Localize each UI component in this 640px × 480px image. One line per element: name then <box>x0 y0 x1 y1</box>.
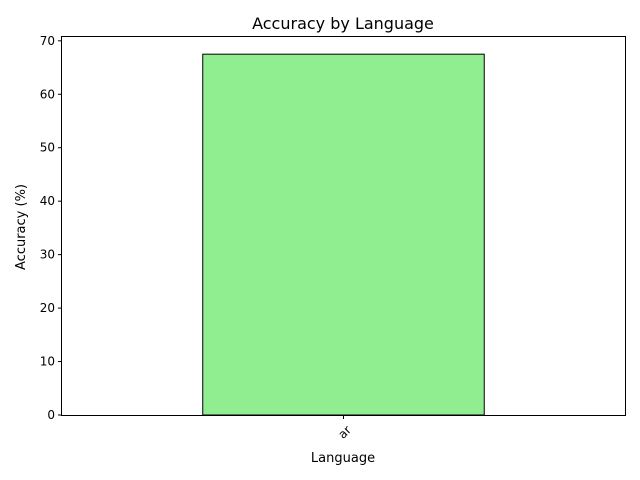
y-tick-label: 70 <box>40 34 55 48</box>
y-tick-label: 60 <box>40 87 55 101</box>
y-tick-label: 20 <box>40 301 55 315</box>
x-axis-label: Language <box>311 451 375 466</box>
y-tick-label: 0 <box>47 408 55 422</box>
plot-frame <box>61 36 626 416</box>
y-axis-ticks: 0 10 20 30 40 50 60 70 <box>40 34 62 422</box>
y-tick-label: 40 <box>40 194 55 208</box>
y-tick-label: 30 <box>40 248 55 262</box>
bars <box>202 53 485 416</box>
x-tick-label: ar <box>335 423 354 442</box>
y-tick-label: 50 <box>40 141 55 155</box>
bar-ar <box>202 53 485 416</box>
y-axis-label: Accuracy (%) <box>14 184 29 270</box>
y-tick-label: 10 <box>40 355 55 369</box>
x-axis-ticks: ar <box>335 415 354 441</box>
chart-title: Accuracy by Language <box>252 14 434 33</box>
